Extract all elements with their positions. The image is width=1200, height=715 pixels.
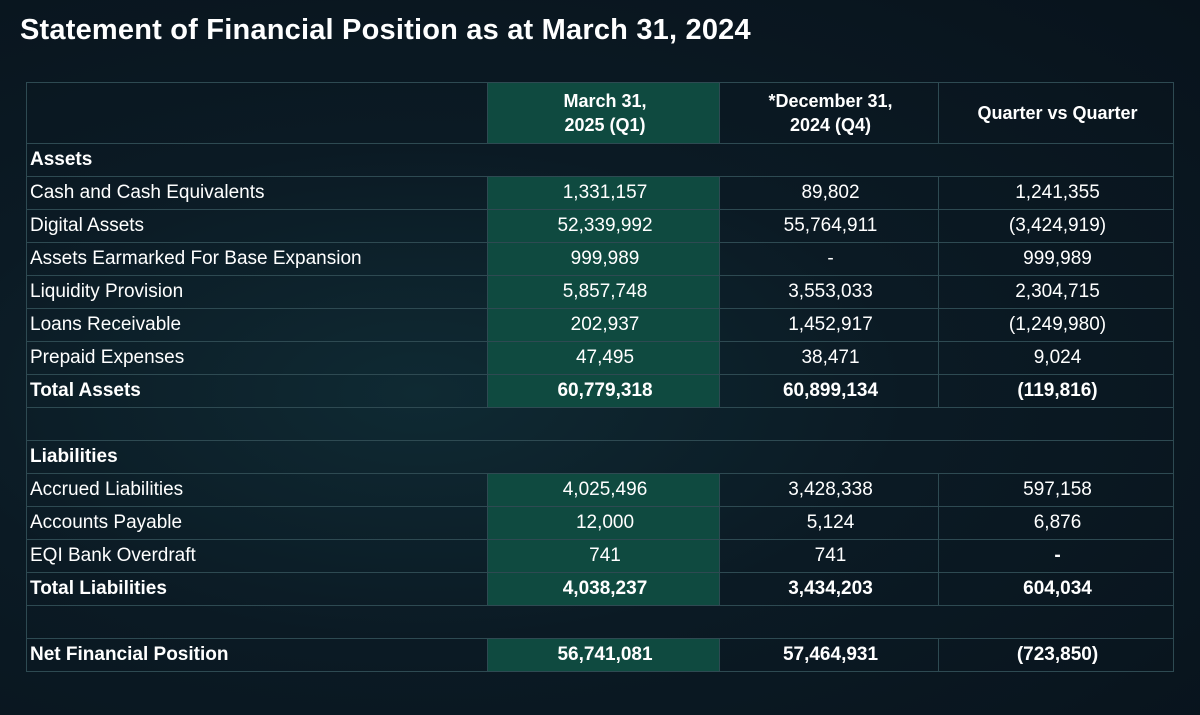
table-row: Accounts Payable 12,000 5,124 6,876 — [26, 506, 1174, 540]
section-label-assets: Assets — [26, 143, 1174, 177]
table-row: Assets Earmarked For Base Expansion 999,… — [26, 242, 1174, 276]
value-q4: 60,899,134 — [719, 374, 939, 408]
value-q4: 38,471 — [719, 341, 939, 375]
total-assets-row: Total Assets 60,779,318 60,899,134 (119,… — [26, 374, 1174, 408]
row-label: Digital Assets — [26, 209, 488, 243]
value-qvq: 1,241,355 — [938, 176, 1174, 210]
value-q1: 1,331,157 — [487, 176, 720, 210]
header-qvq: Quarter vs Quarter — [938, 82, 1174, 144]
table-row: Loans Receivable 202,937 1,452,917 (1,24… — [26, 308, 1174, 342]
row-label: Assets Earmarked For Base Expansion — [26, 242, 488, 276]
spacer-cell — [26, 407, 1174, 441]
value-q4: - — [719, 242, 939, 276]
row-label: Accounts Payable — [26, 506, 488, 540]
row-label: Prepaid Expenses — [26, 341, 488, 375]
row-label: Liquidity Provision — [26, 275, 488, 309]
value-q1: 999,989 — [487, 242, 720, 276]
row-label: Total Assets — [26, 374, 488, 408]
row-label: Accrued Liabilities — [26, 473, 488, 507]
financial-position-table: March 31, 2025 (Q1) *December 31, 2024 (… — [26, 82, 1174, 672]
value-q4: 3,553,033 — [719, 275, 939, 309]
value-qvq: 6,876 — [938, 506, 1174, 540]
table-row: Prepaid Expenses 47,495 38,471 9,024 — [26, 341, 1174, 375]
header-q4-line2: 2024 (Q4) — [789, 115, 872, 135]
table-row: Digital Assets 52,339,992 55,764,911 (3,… — [26, 209, 1174, 243]
value-q4: 55,764,911 — [719, 209, 939, 243]
value-qvq: (1,249,980) — [938, 308, 1174, 342]
header-row: March 31, 2025 (Q1) *December 31, 2024 (… — [26, 82, 1174, 144]
header-q4-line1: *December 31, — [768, 91, 893, 111]
value-q4: 57,464,931 — [719, 638, 939, 672]
value-q1: 741 — [487, 539, 720, 573]
spacer-row — [26, 407, 1174, 441]
header-q4: *December 31, 2024 (Q4) — [719, 82, 939, 144]
total-liabilities-row: Total Liabilities 4,038,237 3,434,203 60… — [26, 572, 1174, 606]
row-label: Total Liabilities — [26, 572, 488, 606]
value-qvq: 999,989 — [938, 242, 1174, 276]
row-label: Cash and Cash Equivalents — [26, 176, 488, 210]
page-title: Statement of Financial Position as at Ma… — [20, 14, 751, 46]
table-row: EQI Bank Overdraft 741 741 - — [26, 539, 1174, 573]
value-qvq: (3,424,919) — [938, 209, 1174, 243]
value-q1: 4,025,496 — [487, 473, 720, 507]
value-q4: 3,434,203 — [719, 572, 939, 606]
table-row: Cash and Cash Equivalents 1,331,157 89,8… — [26, 176, 1174, 210]
value-q4: 741 — [719, 539, 939, 573]
row-label: Loans Receivable — [26, 308, 488, 342]
row-label: Net Financial Position — [26, 638, 488, 672]
value-qvq: 2,304,715 — [938, 275, 1174, 309]
header-q1-line2: 2025 (Q1) — [564, 115, 646, 135]
value-q4: 89,802 — [719, 176, 939, 210]
header-label-cell — [26, 82, 488, 144]
net-position-row: Net Financial Position 56,741,081 57,464… — [26, 638, 1174, 672]
value-q1: 202,937 — [487, 308, 720, 342]
row-label: EQI Bank Overdraft — [26, 539, 488, 573]
value-qvq: 597,158 — [938, 473, 1174, 507]
value-q1: 60,779,318 — [487, 374, 720, 408]
value-qvq: (723,850) — [938, 638, 1174, 672]
value-q4: 3,428,338 — [719, 473, 939, 507]
value-qvq: (119,816) — [938, 374, 1174, 408]
value-q1: 56,741,081 — [487, 638, 720, 672]
header-q1: March 31, 2025 (Q1) — [487, 82, 720, 144]
value-q1: 5,857,748 — [487, 275, 720, 309]
section-label-liabilities: Liabilities — [26, 440, 1174, 474]
table-row: Accrued Liabilities 4,025,496 3,428,338 … — [26, 473, 1174, 507]
spacer-cell — [26, 605, 1174, 639]
table-row: Liquidity Provision 5,857,748 3,553,033 … — [26, 275, 1174, 309]
section-assets: Assets — [26, 143, 1174, 177]
value-qvq: 9,024 — [938, 341, 1174, 375]
value-q4: 5,124 — [719, 506, 939, 540]
value-q4: 1,452,917 — [719, 308, 939, 342]
header-q1-line1: March 31, — [563, 91, 647, 111]
value-qvq: - — [938, 539, 1174, 573]
section-liabilities: Liabilities — [26, 440, 1174, 474]
value-q1: 52,339,992 — [487, 209, 720, 243]
value-q1: 12,000 — [487, 506, 720, 540]
value-q1: 47,495 — [487, 341, 720, 375]
value-q1: 4,038,237 — [487, 572, 720, 606]
value-qvq: 604,034 — [938, 572, 1174, 606]
spacer-row — [26, 605, 1174, 639]
